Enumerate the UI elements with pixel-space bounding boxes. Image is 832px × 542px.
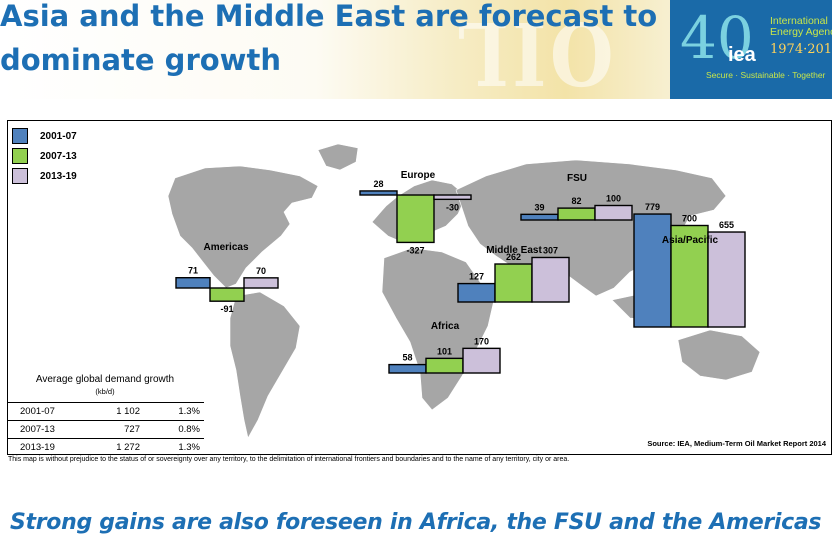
logo-years: 1974·2014 [770, 42, 832, 57]
land-south-america [229, 291, 301, 439]
bar-asia-pacific-1 [633, 213, 672, 328]
logo-org-line2: Energy Agency [770, 26, 832, 38]
legend-label-3: 2013-19 [40, 170, 77, 182]
bar-americas-1 [175, 277, 211, 289]
bar-fsu-3 [594, 204, 633, 221]
logo-org-name: International Energy Agency [770, 16, 832, 38]
bar-africa-1 [388, 363, 427, 374]
bar-label-africa-1: 58 [402, 353, 412, 363]
bar-label-americas-1: 71 [188, 266, 198, 276]
header-banner: OIL Asia and the Middle East are forecas… [0, 0, 832, 103]
table-cell-pct: 1.3% [144, 438, 204, 456]
table-row: 2013-19 1 272 1.3% [8, 438, 204, 456]
table-cell-value: 1 272 [86, 438, 144, 456]
legend: 2001-07 2007-13 2013-19 [12, 126, 77, 186]
table-cell-value: 1 102 [86, 402, 144, 421]
iea-logo: 40 iea International Energy Agency 1974·… [670, 0, 832, 99]
bar-label-fsu-2: 82 [571, 196, 581, 206]
region-label-europe: Europe [401, 170, 436, 181]
table-row: 2001-07 1 102 1.3% [8, 402, 204, 421]
table-cell-pct: 1.3% [144, 402, 204, 421]
table-cell-pct: 0.8% [144, 420, 204, 439]
table-cell-period: 2007-13 [8, 420, 86, 439]
slide-title: Asia and the Middle East are forecast to… [0, 0, 658, 77]
bar-fsu-2 [557, 207, 596, 221]
bar-label-asia-pacific-3: 655 [719, 220, 734, 230]
legend-label-2: 2007-13 [40, 150, 77, 162]
bar-europe-2 [396, 194, 435, 244]
table-cell-period: 2001-07 [8, 402, 86, 421]
bar-marks [175, 190, 746, 374]
bar-africa-2 [425, 357, 464, 374]
bar-asia-pacific-2 [670, 224, 709, 328]
bar-europe-1 [359, 190, 398, 196]
bar-fsu-1 [520, 213, 559, 221]
region-label-fsu: FSU [567, 173, 587, 184]
land-greenland [317, 143, 359, 171]
source-note: Source: IEA, Medium-Term Oil Market Repo… [647, 439, 826, 448]
legend-item-1: 2001-07 [12, 126, 77, 146]
logo-org-line1: International [770, 15, 828, 27]
bar-label-middle-east-3: 307 [543, 245, 558, 255]
region-label-asia-pacific: Asia/Pacific [662, 235, 719, 246]
bar-middle-east-2 [494, 263, 533, 303]
bar-middle-east-3 [531, 256, 570, 303]
bar-label-fsu-1: 39 [534, 202, 544, 212]
bar-label-fsu-3: 100 [606, 194, 621, 204]
land-north-america [167, 165, 319, 289]
bar-asia-pacific-3 [707, 231, 746, 328]
land-australia [677, 329, 761, 381]
bar-label-americas-3: 70 [256, 266, 266, 276]
avg-growth-table: 2001-07 1 102 1.3% 2007-13 727 0.8% 2013… [8, 402, 204, 456]
logo-forty: 40 [680, 4, 754, 72]
legend-label-1: 2001-07 [40, 130, 77, 142]
bar-label-americas-2: -91 [220, 304, 233, 314]
legend-swatch-1 [12, 128, 28, 144]
bar-label-asia-pacific-1: 779 [645, 202, 660, 212]
map-disclaimer: This map is without prejudice to the sta… [8, 456, 570, 463]
table-cell-value: 727 [86, 420, 144, 439]
bar-label-middle-east-1: 127 [469, 272, 484, 282]
legend-item-2: 2007-13 [12, 146, 77, 166]
bar-label-europe-1: 28 [373, 179, 383, 189]
bar-middle-east-1 [457, 282, 496, 303]
legend-swatch-2 [12, 148, 28, 164]
legend-item-3: 2013-19 [12, 166, 77, 186]
region-label-middle-east: Middle East [486, 245, 542, 256]
bar-label-africa-3: 170 [474, 336, 489, 346]
legend-swatch-3 [12, 168, 28, 184]
bar-africa-3 [462, 347, 501, 374]
table-row: 2007-13 727 0.8% [8, 420, 204, 439]
table-cell-period: 2013-19 [8, 438, 86, 456]
bar-americas-3 [243, 277, 279, 289]
logo-iea: iea [728, 44, 756, 66]
bar-value-labels: 71 -91 70 28 -327 -30 39 82 100 127 262 307 58 101 170… [188, 179, 734, 363]
slide-subtitle: Strong gains are also foreseen in Africa… [10, 510, 822, 535]
bar-europe-3 [433, 194, 472, 201]
bar-label-middle-east-2: 262 [506, 252, 521, 262]
bar-label-europe-2: -327 [406, 245, 424, 255]
bar-label-asia-pacific-2: 700 [682, 214, 697, 224]
bar-label-europe-3: -30 [446, 202, 459, 212]
avg-table-unit: (kb/d) [95, 387, 115, 396]
logo-tagline: Secure · Sustainable · Together [706, 70, 826, 80]
region-labels: Americas Europe FSU Middle East Africa Asia/P… [203, 170, 718, 332]
bar-americas-2 [209, 287, 245, 302]
bar-label-africa-2: 101 [437, 346, 452, 356]
region-label-americas: Americas [203, 242, 248, 253]
avg-table-title: Average global demand growth [35, 374, 175, 385]
region-label-africa: Africa [431, 321, 460, 332]
